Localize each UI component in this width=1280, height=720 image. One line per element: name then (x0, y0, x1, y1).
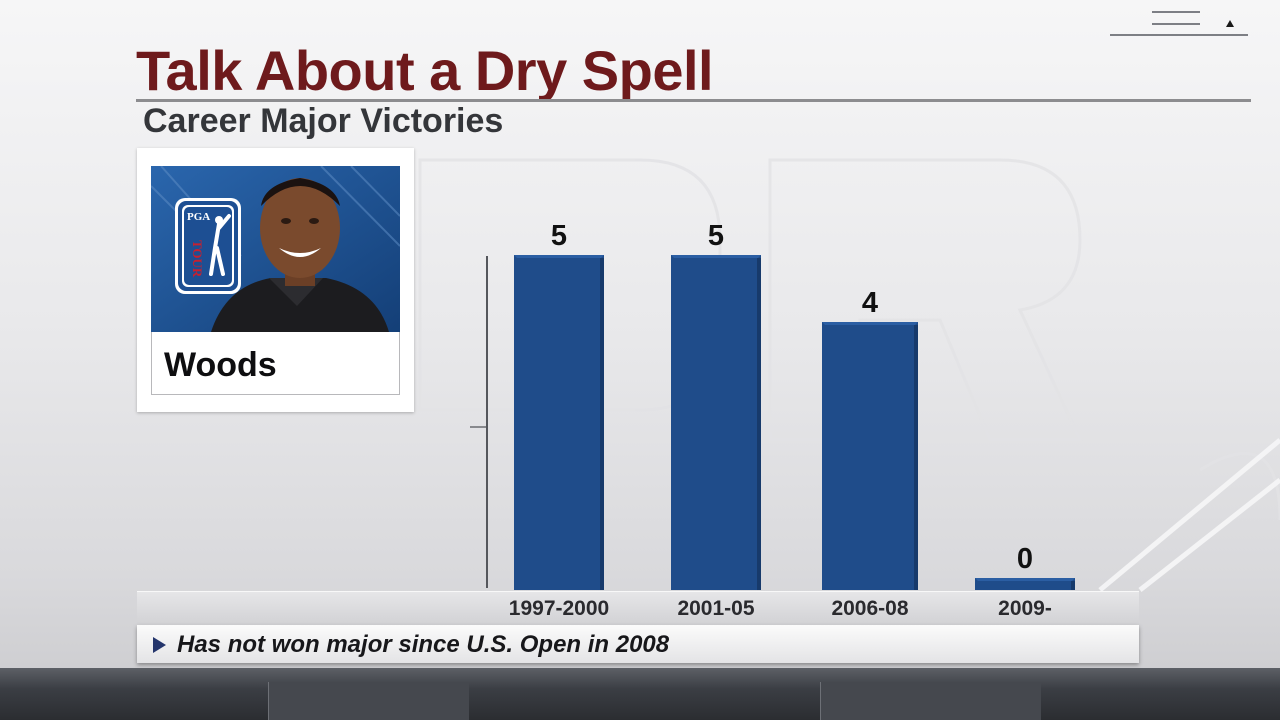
bar-side-shade (914, 325, 918, 590)
broadcast-ornament (1110, 11, 1248, 36)
player-card: PGA TOUR Woods (137, 148, 414, 412)
bar-side-shade (1071, 581, 1075, 590)
band-panel (268, 682, 469, 720)
player-photo: PGA TOUR (151, 166, 400, 332)
note-text: Has not won major since U.S. Open in 200… (177, 631, 670, 658)
bar-value-label: 0 (1017, 543, 1033, 575)
note-bar: Has not won major since U.S. Open in 200… (137, 625, 1139, 663)
play-arrow-icon (153, 637, 166, 653)
category-label: 1997-2000 (509, 597, 609, 620)
title-divider (136, 99, 1251, 102)
logo-text-pga: PGA (187, 211, 210, 223)
bar-side-shade (600, 258, 604, 590)
band-panel (820, 682, 1041, 720)
bar-value-label: 4 (862, 287, 878, 319)
chart-title: Talk About a Dry Spell (136, 39, 714, 102)
bar-1997-2000 (514, 255, 604, 590)
chart-subtitle: Career Major Victories (143, 102, 504, 140)
bar-2001-05 (671, 255, 761, 590)
bar-value-label: 5 (551, 220, 567, 252)
logo-text-tour: TOUR (190, 240, 205, 278)
bar-top-face (822, 322, 918, 325)
bar-top-face (514, 255, 604, 258)
chart-floor (137, 591, 1139, 624)
bar-top-face (975, 578, 1075, 581)
bar-value-label: 5 (708, 220, 724, 252)
bar-2006-08 (822, 322, 918, 590)
pga-tour-logo: PGA TOUR (175, 198, 241, 294)
player-name-box: Woods (151, 332, 400, 395)
category-label: 2006-08 (831, 597, 908, 620)
bar-top-face (671, 255, 761, 258)
bar-side-shade (757, 258, 761, 590)
category-label: 2009- (998, 597, 1052, 620)
player-name: Woods (164, 346, 277, 384)
bottom-band (0, 668, 1280, 720)
category-label: 2001-05 (677, 597, 754, 620)
